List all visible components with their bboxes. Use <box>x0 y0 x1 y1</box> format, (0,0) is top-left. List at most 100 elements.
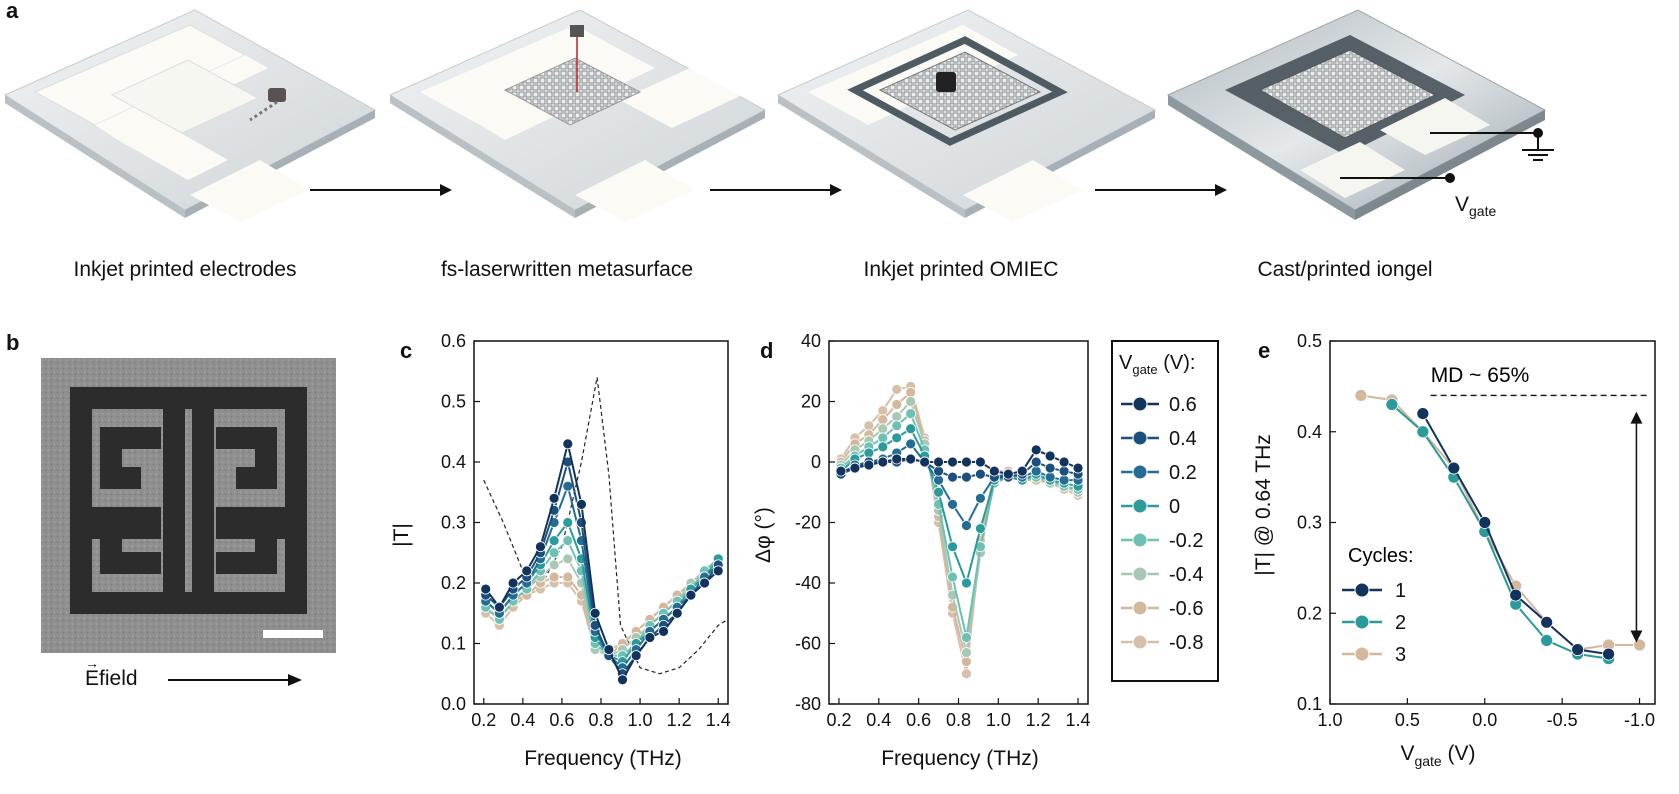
x-tick-label: 1.4 <box>1066 710 1091 730</box>
data-point <box>877 405 889 416</box>
data-point <box>877 441 889 453</box>
data-point <box>671 607 683 619</box>
y-tick-label: 0.5 <box>441 392 466 412</box>
series-line-0.2 <box>840 442 1079 528</box>
data-point <box>1416 407 1430 420</box>
data-point <box>961 577 972 589</box>
data-point <box>947 456 958 468</box>
data-point <box>562 517 574 528</box>
data-point <box>933 486 944 498</box>
panel-label-a: a <box>6 0 19 23</box>
data-point <box>630 650 642 662</box>
cycle-legend-marker-1 <box>1354 582 1370 598</box>
data-point <box>494 601 505 613</box>
data-point <box>849 462 861 474</box>
legend-label--0.8: -0.8 <box>1169 632 1203 654</box>
x-tick-label: 0.4 <box>510 710 535 730</box>
data-point <box>644 632 656 643</box>
x-tick-label: 0.8 <box>946 710 971 730</box>
y-tick-label: 0.4 <box>441 452 466 472</box>
data-point <box>1633 638 1646 652</box>
legend-label-0: 0 <box>1169 496 1180 518</box>
data-point <box>863 420 875 432</box>
data-point <box>905 423 917 435</box>
y-tick-label: 0.0 <box>441 694 466 714</box>
y-tick-label: 40 <box>801 331 821 351</box>
data-point <box>905 387 917 398</box>
data-point <box>1447 461 1461 475</box>
x-tick-label: 1.0 <box>1317 710 1342 730</box>
data-point <box>891 399 903 410</box>
x-tick-label: 1.0 <box>986 710 1011 730</box>
step-caption-2: fs-laserwritten metasurface <box>440 258 694 281</box>
data-point <box>863 447 875 459</box>
data-point <box>877 456 889 468</box>
efield-word: field <box>99 667 138 690</box>
y-tick-label: 0.2 <box>441 573 466 593</box>
legend-marker--0.2 <box>1132 532 1148 548</box>
data-point <box>877 423 889 435</box>
data-point <box>1030 456 1042 468</box>
vgate-label-sub: gate <box>1469 203 1497 220</box>
x-tick-label: 0.0 <box>1472 710 1497 730</box>
series-line-1 <box>1421 413 1609 656</box>
legend-title-main: V <box>1119 352 1133 374</box>
cycle-legend-label-3: 3 <box>1395 644 1406 666</box>
plot-frame <box>828 340 1089 705</box>
data-point <box>548 559 560 571</box>
x-tick-label: 0.6 <box>906 710 931 730</box>
chart-d-ylabel: Δφ (°) <box>752 507 775 563</box>
data-point <box>1002 468 1014 480</box>
data-point <box>589 607 601 619</box>
cycles-legend-title: Cycles: <box>1348 545 1414 567</box>
data-point <box>961 647 972 658</box>
legend-title-sub: gate <box>1132 362 1158 377</box>
data-point <box>947 471 958 483</box>
data-point <box>1044 462 1056 474</box>
data-point <box>961 456 972 468</box>
data-point <box>933 456 944 468</box>
data-point <box>933 465 944 477</box>
step-caption-4: Cast/printed iongel <box>1257 258 1433 281</box>
series-line-0.4 <box>485 461 720 676</box>
data-point <box>617 674 628 686</box>
data-point <box>1540 634 1554 647</box>
data-point <box>891 453 903 465</box>
data-point <box>562 571 574 583</box>
chart-d-xlabel: Frequency (THz) <box>881 747 1039 770</box>
chart-c: |T| Frequency (THz) 0.2 0.4 0.6 0.8 1.0 1.2 1.… <box>390 331 731 770</box>
data-point <box>521 565 533 577</box>
x-tick-label: 0.2 <box>826 710 851 730</box>
reference-dashed-line <box>483 377 729 675</box>
data-point <box>480 583 492 595</box>
data-point <box>1058 456 1070 468</box>
data-point <box>1478 516 1492 529</box>
x-tick-label: -1.0 <box>1624 710 1655 730</box>
y-tick-label: 0.4 <box>1297 422 1322 442</box>
data-point <box>562 438 574 450</box>
chart-e-xlabel: Vgate (V) <box>1400 742 1475 769</box>
legend-label--0.2: -0.2 <box>1169 530 1203 552</box>
legend-marker-0 <box>1132 498 1148 514</box>
y-tick-label: 0 <box>811 452 821 472</box>
efield-arrow <box>168 674 302 686</box>
data-point <box>947 571 958 583</box>
cycle-legend-label-2: 2 <box>1395 612 1406 634</box>
data-point <box>507 577 519 589</box>
legend-marker-0.4 <box>1132 430 1148 446</box>
data-point <box>975 492 986 504</box>
efield-label: → Efield <box>85 655 138 691</box>
data-point <box>961 668 972 680</box>
legend-marker-0.2 <box>1132 464 1148 480</box>
data-point <box>699 577 710 589</box>
y-tick-label: -80 <box>795 694 821 714</box>
data-point <box>1416 425 1430 439</box>
data-point <box>835 465 847 477</box>
data-point <box>548 492 560 504</box>
vgate-label-main: V <box>1455 193 1470 216</box>
y-tick-label: 0.1 <box>441 634 466 654</box>
data-point <box>1044 450 1056 462</box>
step4-device <box>1166 9 1554 220</box>
data-point <box>975 456 986 468</box>
fabrication-illustration <box>3 9 1554 222</box>
